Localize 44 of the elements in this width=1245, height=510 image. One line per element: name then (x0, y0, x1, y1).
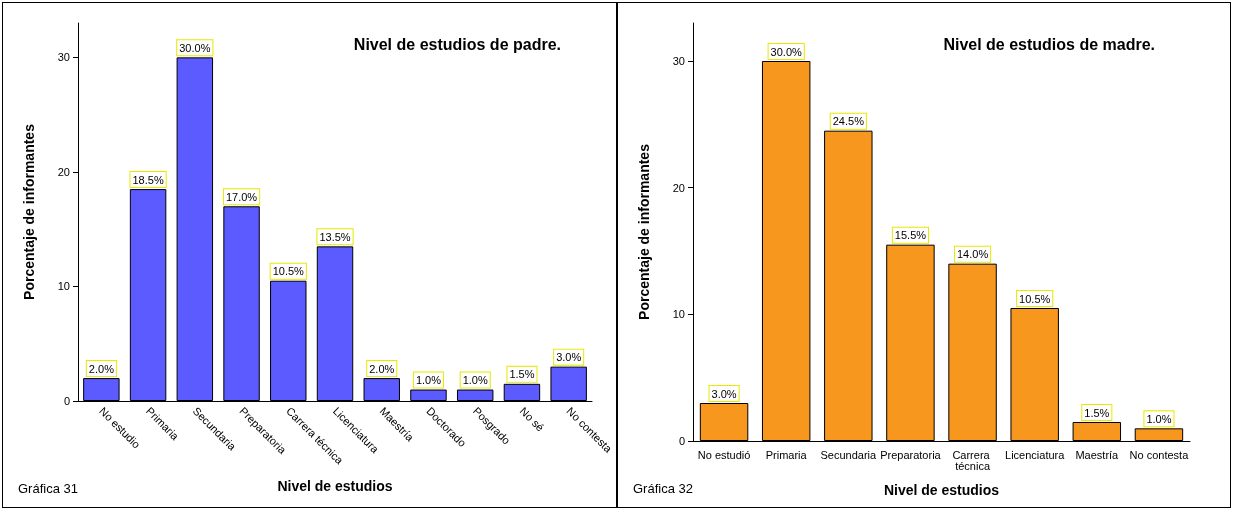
data-label: 1.5% (509, 368, 535, 381)
data-label: 10.5% (1019, 292, 1051, 305)
x-tick-label: Primaria (765, 448, 808, 461)
data-label: 1.0% (462, 374, 488, 387)
data-label: 1.5% (1084, 406, 1110, 419)
y-axis-title: Porcentaje de informantes (21, 123, 37, 300)
x-tick-label: No contesta (1129, 448, 1190, 461)
x-tick-label: No estudió (697, 448, 751, 461)
data-label: 1.0% (1146, 412, 1172, 425)
text: Gráfica 32 (633, 481, 693, 496)
y-tick-label: 20 (672, 181, 685, 194)
data-label: 24.5% (832, 115, 865, 128)
y-tick-label: 10 (672, 308, 685, 321)
y-axis-title: Porcentaje de informantes (636, 143, 652, 320)
data-label: 13.5% (319, 230, 351, 243)
data-label: 15.5% (894, 229, 927, 242)
x-tick-label: Carrera técnica (952, 448, 993, 472)
x-tick-label: Licenciatura (1005, 448, 1066, 461)
data-label: 10.5% (272, 265, 305, 278)
text: Nivel de estudios de madre. (943, 35, 1155, 53)
y-tick-label: 20 (57, 165, 70, 178)
x-axis-title: Nivel de estudios (277, 478, 393, 494)
data-label: 18.5% (132, 173, 164, 186)
data-label: 2.0% (88, 362, 115, 375)
y-tick-label: 0 (678, 435, 685, 447)
y-tick-label: 0 (63, 395, 70, 407)
data-label: 3.0% (556, 351, 582, 364)
data-label: 30.0% (770, 45, 802, 58)
y-tick-label: 30 (672, 55, 685, 67)
y-tick-label: 30 (57, 51, 70, 64)
data-label: 2.0% (369, 362, 395, 375)
data-label: 3.0% (711, 387, 737, 400)
data-label: 1.0% (415, 374, 442, 387)
x-tick-label: Maestría (1075, 448, 1120, 461)
text: Nivel de estudios de padre. (353, 35, 561, 53)
x-axis-title: Nivel de estudios (883, 482, 1000, 498)
x-tick-label: Secundaria (820, 448, 878, 461)
y-tick-label: 10 (57, 280, 70, 293)
x-tick-label: Preparatoria (880, 448, 942, 461)
text: Gráfica 31 (18, 481, 78, 496)
x-tick-label: No sé (517, 404, 547, 434)
data-label: 14.0% (956, 248, 989, 261)
data-label: 17.0% (225, 190, 258, 203)
data-label: 30.0% (179, 41, 211, 54)
